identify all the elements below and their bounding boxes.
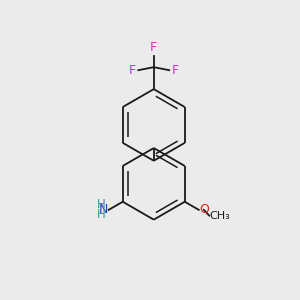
Text: CH₃: CH₃ <box>210 211 230 221</box>
Text: F: F <box>129 64 136 77</box>
Text: O: O <box>200 203 210 216</box>
Text: N: N <box>99 203 108 216</box>
Text: H: H <box>97 208 105 221</box>
Text: F: F <box>172 64 179 77</box>
Text: H: H <box>97 198 105 211</box>
Text: F: F <box>150 41 157 54</box>
